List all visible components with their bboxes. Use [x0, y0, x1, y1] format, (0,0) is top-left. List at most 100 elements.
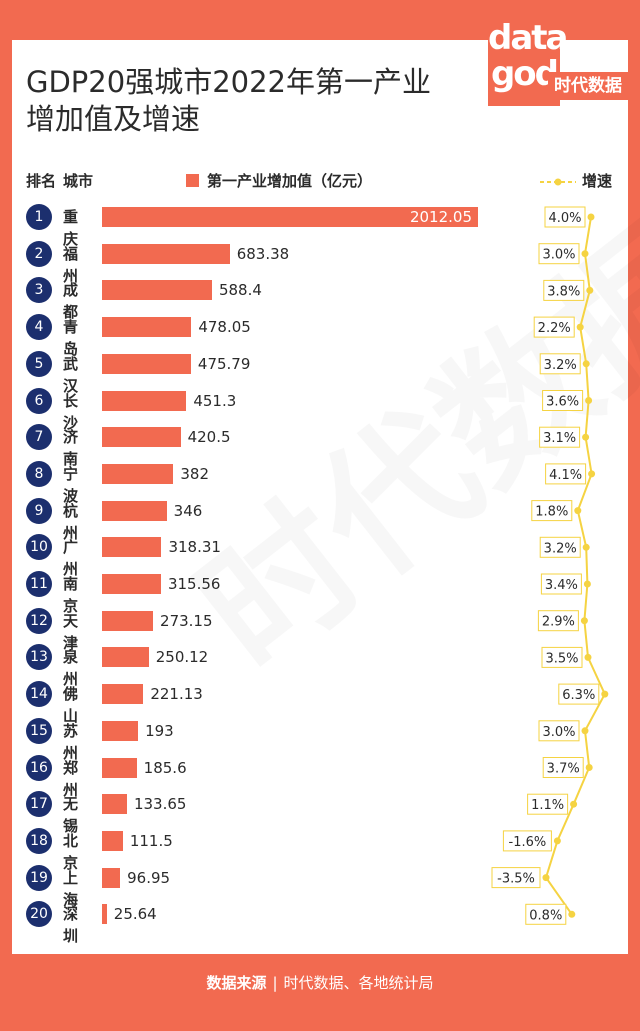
city-label: 青岛 [63, 318, 79, 359]
growth-label-box [558, 683, 600, 705]
value-label: 250.12 [155, 648, 209, 667]
growth-point [574, 507, 582, 515]
title-line-2: 增加值及增速 [26, 102, 201, 136]
logo-brand-text: 时代数据 [548, 72, 628, 100]
rank-badge: 13 [26, 644, 52, 671]
growth-label: 0.8% [529, 908, 562, 923]
value-bar [102, 463, 174, 484]
value-label: 588.4 [218, 281, 262, 300]
legend-line-swatch [540, 178, 576, 185]
rank-badge: 8 [26, 460, 52, 487]
growth-label-box [527, 793, 569, 815]
value-bar [102, 647, 149, 668]
growth-label: 3.0% [542, 725, 575, 740]
value-bar [102, 280, 212, 301]
city-label: 成都 [63, 281, 79, 322]
chart-title: GDP20强城市2022年第一产业 增加值及增速 [26, 64, 466, 138]
value-bar [102, 610, 154, 631]
city-label: 无锡 [63, 795, 79, 836]
value-label: 683.38 [236, 244, 290, 263]
growth-label-box [540, 573, 582, 595]
legend-bar-swatch [186, 174, 199, 187]
growth-label-box [541, 646, 583, 668]
city-label: 长沙 [63, 391, 79, 432]
growth-label: 1.1% [531, 798, 564, 813]
rank-badge: 16 [26, 754, 52, 781]
legend-growth: 增速 [540, 170, 612, 191]
value-label: 96.95 [127, 868, 171, 887]
legend-value-label: 第一产业增加值（亿元） [207, 172, 373, 190]
city-label: 杭州 [63, 501, 79, 542]
growth-label-box [539, 536, 581, 558]
value-bar [102, 574, 161, 594]
growth-label: 4.1% [549, 468, 582, 483]
growth-label: 3.5% [545, 651, 578, 666]
city-label: 福州 [63, 244, 79, 285]
rank-column-header: 排名 [26, 172, 57, 190]
growth-label-box [502, 830, 552, 852]
city-label: 重庆 [63, 208, 79, 248]
rank-badge: 14 [26, 681, 52, 708]
city-label: 南京 [63, 575, 79, 615]
growth-point [586, 286, 594, 294]
rank-badge: 1 [26, 204, 52, 230]
rank-badge: 5 [26, 350, 52, 377]
rank-badge: 18 [26, 827, 52, 854]
value-label: 315.56 [167, 575, 221, 593]
growth-point [542, 874, 550, 882]
growth-point [585, 764, 593, 771]
city-label: 宁波 [63, 464, 79, 505]
growth-label-box [539, 353, 581, 375]
growth-line [544, 216, 606, 915]
growth-label: 2.9% [542, 615, 575, 630]
title-line-1: GDP20强城市2022年第一产业 [26, 65, 431, 99]
city-label: 武汉 [63, 354, 79, 395]
value-label: 25.64 [113, 905, 157, 924]
growth-label-box [539, 426, 581, 448]
growth-label: 3.8% [547, 284, 580, 299]
growth-point [582, 360, 590, 368]
growth-label-box [525, 903, 567, 925]
growth-label-box [538, 243, 580, 265]
growth-point [585, 397, 593, 404]
growth-point [584, 653, 592, 661]
value-label: 451.3 [193, 391, 237, 410]
value-bar [102, 830, 123, 851]
growth-label-box [538, 720, 580, 742]
city-label: 济南 [63, 428, 79, 469]
value-bar [102, 500, 167, 521]
value-bar [102, 904, 107, 925]
growth-label: 3.4% [545, 578, 578, 593]
growth-label-box [543, 279, 585, 301]
growth-label: 6.3% [562, 688, 595, 703]
city-label: 广州 [63, 538, 79, 579]
growth-point [576, 323, 584, 331]
value-bar [102, 207, 478, 227]
value-bar [102, 720, 139, 741]
rank-badge: 20 [26, 901, 52, 928]
brand-logo: data god 时代数据 [488, 14, 628, 106]
city-label: 天津 [63, 611, 79, 652]
growth-point [582, 543, 590, 551]
growth-label-box [544, 206, 586, 228]
rank-badge: 10 [26, 534, 52, 561]
value-label: 478.05 [198, 318, 251, 337]
growth-label: 3.7% [547, 762, 580, 777]
growth-point [601, 690, 609, 698]
value-bar [102, 243, 230, 264]
growth-point [581, 727, 589, 735]
rank-badge: 11 [26, 571, 52, 597]
growth-point [581, 250, 589, 258]
rank-badge: 3 [26, 277, 52, 304]
value-label: 193 [145, 721, 174, 740]
rank-badge: 19 [26, 864, 52, 891]
value-label: 273.15 [160, 611, 213, 630]
value-bar [102, 427, 181, 448]
value-label: 133.65 [133, 795, 187, 814]
rank-badge: 2 [26, 240, 52, 267]
logo-mark: data god [488, 14, 568, 106]
source-text: 时代数据、各地统计局 [283, 974, 434, 992]
rank-badge: 17 [26, 791, 52, 818]
value-label: 111.5 [129, 831, 173, 850]
